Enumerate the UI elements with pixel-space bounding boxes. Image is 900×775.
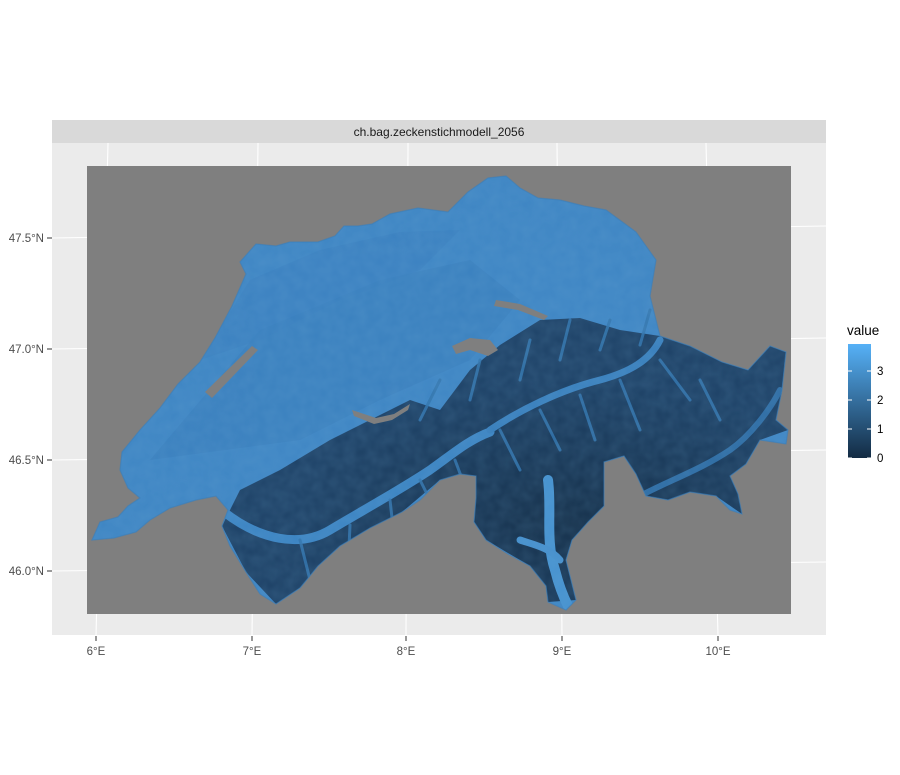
x-tick-label-7: 7°E <box>243 646 262 658</box>
x-tick-label-8: 8°E <box>397 646 416 658</box>
y-tick-label-46-5: 46.5°N <box>9 455 44 467</box>
legend: value 3 2 1 0 <box>847 323 883 465</box>
legend-ticks <box>848 370 871 459</box>
legend-label-3: 3 <box>877 366 883 378</box>
y-axis-ticks <box>47 237 52 572</box>
y-tick-label-47-5: 47.5°N <box>9 233 44 245</box>
x-axis-ticks <box>95 636 719 641</box>
legend-label-1: 1 <box>877 424 883 436</box>
lake-thun <box>352 404 410 424</box>
x-axis-labels: 6°E 7°E 8°E 9°E 10°E <box>87 646 731 658</box>
facet-strip <box>52 120 826 143</box>
y-axis-labels: 47.5°N 47.0°N 46.5°N 46.0°N <box>9 233 44 578</box>
x-tick-label-10: 10°E <box>705 646 730 658</box>
y-tick-label-46-0: 46.0°N <box>9 566 44 578</box>
lake-neuchatel <box>205 346 258 398</box>
lake-zurich <box>494 300 548 320</box>
x-tick-label-6: 6°E <box>87 646 106 658</box>
facet-strip-title: ch.bag.zeckenstichmodell_2056 <box>354 125 525 139</box>
y-tick-label-47-0: 47.0°N <box>9 344 44 356</box>
legend-label-0: 0 <box>877 453 883 465</box>
legend-label-2: 2 <box>877 395 883 407</box>
legend-colorbar <box>848 344 871 458</box>
lake-lucerne <box>452 338 498 356</box>
x-tick-label-9: 9°E <box>553 646 572 658</box>
legend-title: value <box>847 323 879 338</box>
